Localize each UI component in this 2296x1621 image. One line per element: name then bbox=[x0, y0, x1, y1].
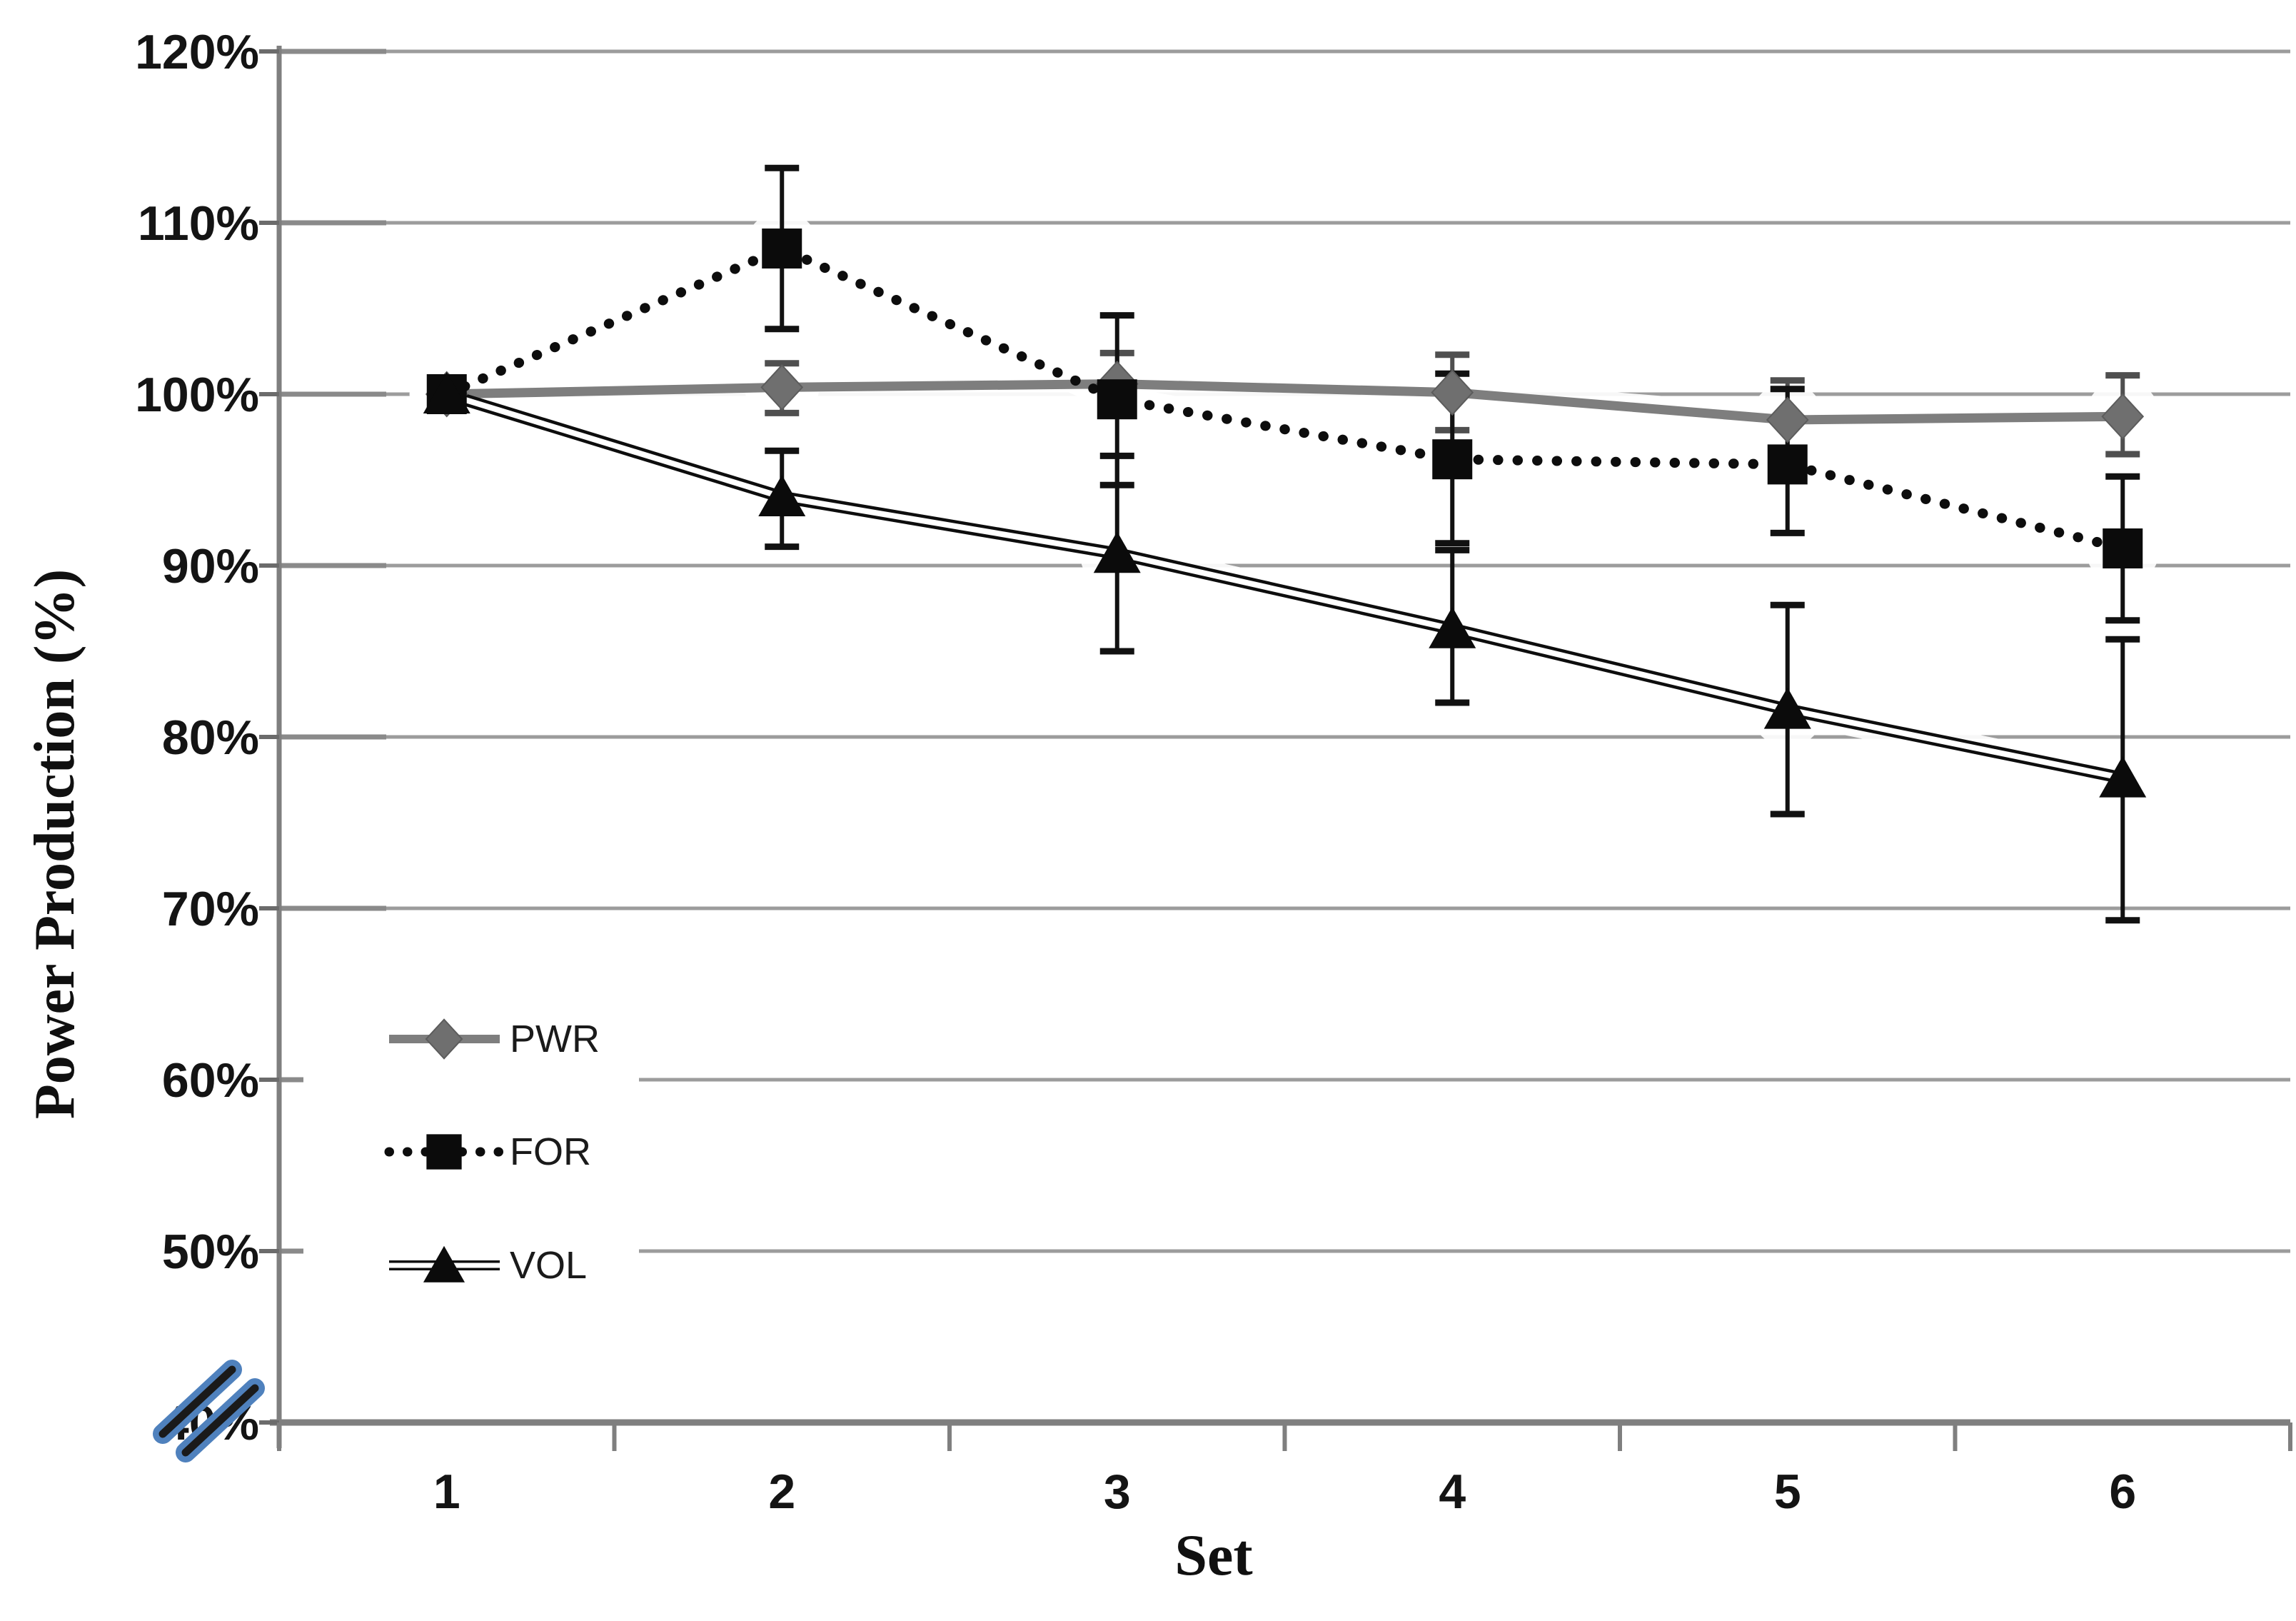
y-axis-title: Power Production (%) bbox=[24, 568, 86, 1120]
marker-square-FOR bbox=[762, 229, 802, 269]
y-tick-label: 70% bbox=[162, 882, 259, 936]
marker-diamond-PWR bbox=[2101, 393, 2145, 440]
marker-triangle-VOL bbox=[1763, 687, 1811, 729]
x-tick-label: 5 bbox=[1774, 1465, 1801, 1519]
marker-triangle-VOL bbox=[1429, 606, 1476, 648]
axis-break bbox=[153, 1360, 265, 1462]
y-tick-label: 120% bbox=[135, 25, 259, 79]
y-tick-label: 110% bbox=[138, 196, 259, 251]
marker-square-FOR bbox=[2103, 528, 2143, 568]
series-line-VOL-inner bbox=[445, 391, 2124, 781]
y-tick-label: 100% bbox=[135, 368, 259, 422]
y-tick-label: 60% bbox=[162, 1053, 259, 1108]
marker-diamond-PWR bbox=[1431, 369, 1474, 416]
error-bars bbox=[765, 164, 2140, 924]
legend-marker-diamond bbox=[425, 1018, 463, 1060]
series-line-PWR bbox=[446, 379, 2123, 425]
legend-label-FOR: FOR bbox=[510, 1130, 591, 1173]
marker-triangle-VOL bbox=[1093, 531, 1141, 573]
legend-marker-triangle bbox=[423, 1245, 465, 1283]
series-lines bbox=[441, 244, 2128, 784]
legend-marker-square bbox=[426, 1134, 462, 1170]
marker-square-FOR bbox=[1097, 379, 1137, 420]
legend-item-FOR: FOR bbox=[384, 1130, 591, 1173]
axis-break-slash-core bbox=[158, 1365, 236, 1438]
series-line-FOR bbox=[441, 244, 2128, 553]
marker-triangle-VOL bbox=[423, 372, 470, 413]
legend: PWR FOR VOL bbox=[303, 982, 639, 1339]
x-tick-label: 6 bbox=[2109, 1465, 2136, 1519]
axes bbox=[259, 46, 2292, 1451]
x-tick-label: 2 bbox=[768, 1465, 795, 1519]
series-halos bbox=[409, 211, 2160, 815]
marker-triangle-VOL bbox=[2099, 756, 2147, 798]
marker-square-FOR bbox=[1767, 444, 1808, 485]
legend-item-VOL: VOL bbox=[389, 1244, 587, 1287]
x-tick-label: 4 bbox=[1439, 1465, 1466, 1519]
legend-label-VOL: VOL bbox=[510, 1244, 587, 1287]
y-tick-label: 90% bbox=[162, 539, 259, 593]
legend-item-PWR: PWR bbox=[389, 1018, 600, 1060]
y-tick-label: 50% bbox=[162, 1225, 259, 1279]
series-markers bbox=[423, 229, 2147, 798]
x-tick-label: 3 bbox=[1104, 1465, 1131, 1519]
marker-diamond-PWR bbox=[760, 363, 804, 411]
x-axis-title: Set bbox=[1174, 1522, 1253, 1587]
axis-break-slash-core bbox=[181, 1384, 259, 1457]
marker-square-FOR bbox=[1432, 439, 1473, 480]
y-tick-label: 80% bbox=[162, 711, 259, 765]
x-tick-label: 1 bbox=[433, 1465, 460, 1519]
marker-diamond-PWR bbox=[1766, 396, 1809, 443]
legend-label-PWR: PWR bbox=[510, 1018, 600, 1060]
marker-triangle-VOL bbox=[758, 475, 806, 516]
series-line-VOL-outer bbox=[445, 388, 2124, 784]
